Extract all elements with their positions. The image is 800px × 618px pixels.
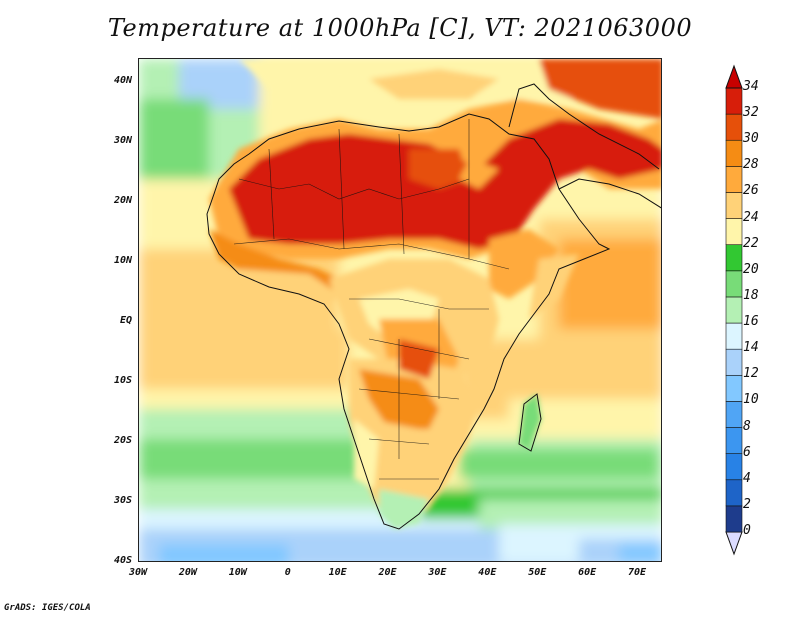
colorbar-segment: [725, 348, 743, 376]
lat-tick-label: 20S: [113, 435, 132, 446]
lon-tick-label: 30E: [428, 567, 447, 578]
lat-tick-label: 10N: [113, 255, 132, 266]
colorbar-segment: [725, 296, 743, 324]
lat-tick-label: 30S: [113, 495, 132, 506]
colorbar-tick-label: 0: [743, 523, 751, 538]
lon-tick-label: 20W: [178, 567, 197, 578]
chart-title: Temperature at 1000hPa [C], VT: 20210630…: [107, 14, 693, 42]
colorbar-segment: [725, 218, 743, 246]
colorbar-segment: [725, 322, 743, 350]
coastlines: [206, 83, 661, 530]
colorbar-segment: [725, 401, 743, 428]
colorbar-tick-label: 6: [743, 444, 751, 460]
colorbar-segment: [725, 505, 743, 533]
colorbar-under-triangle: [725, 531, 743, 556]
colorbar-segment: [725, 192, 743, 219]
lon-tick-label: 10W: [228, 567, 247, 578]
lon-tick-label: 60E: [578, 567, 597, 578]
colorbar-segment: [725, 270, 743, 298]
lat-tick-label: EQ: [119, 315, 132, 326]
colorbar-segment: [725, 139, 743, 167]
software-credit: GrADS: IGES/COLA: [4, 603, 91, 613]
colorbar-tick-label: 34: [743, 79, 759, 94]
colorbar-segment: [725, 244, 743, 272]
lat-tick-label: 40N: [113, 75, 132, 86]
colorbar-tick-label: 30: [743, 131, 759, 147]
lon-tick-label: 50E: [528, 567, 547, 578]
colorbar-tick-label: 8: [743, 418, 751, 434]
lat-tick-label: 30N: [113, 135, 132, 146]
colorbar-segment: [725, 374, 743, 402]
lon-tick-label: 70E: [628, 567, 647, 578]
colorbar-segment: [725, 479, 743, 507]
colorbar: [725, 64, 743, 556]
colorbar-tick-label: 2: [743, 496, 751, 512]
lon-tick-label: 10E: [328, 567, 347, 578]
colorbar-tick-label: 4: [743, 470, 751, 486]
colorbar-tick-label: 20: [743, 261, 759, 277]
map-panel: [138, 58, 662, 562]
colorbar-over-triangle: [725, 64, 743, 89]
colorbar-segment: [725, 453, 743, 481]
colorbar-segment: [725, 87, 743, 115]
colorbar-tick-label: 26: [743, 183, 759, 199]
colorbar-segment: [725, 166, 743, 193]
lat-tick-label: 40S: [113, 555, 132, 566]
colorbar-tick-label: 14: [743, 340, 759, 356]
colorbar-tick-label: 12: [743, 366, 759, 382]
colorbar-segment: [725, 427, 743, 454]
colorbar-tick-label: 16: [743, 314, 759, 330]
colorbar-tick-label: 22: [743, 235, 759, 251]
colorbar-tick-label: 18: [743, 287, 759, 303]
colorbar-tick-label: 28: [743, 157, 759, 173]
lon-tick-label: 40E: [478, 567, 497, 578]
lat-tick-label: 10S: [113, 375, 132, 386]
temperature-map: [139, 59, 661, 561]
lat-tick-label: 20N: [113, 195, 132, 206]
lon-tick-label: 20E: [378, 567, 397, 578]
lon-tick-label: 30W: [128, 567, 148, 578]
lon-tick-label: 0: [284, 567, 291, 578]
colorbar-segment: [725, 113, 743, 141]
colorbar-tick-label: 10: [743, 392, 759, 408]
land-temperature-field: [209, 59, 661, 529]
colorbar-tick-label: 24: [743, 209, 759, 225]
country-borders: [233, 119, 510, 480]
colorbar-tick-label: 32: [743, 105, 759, 121]
